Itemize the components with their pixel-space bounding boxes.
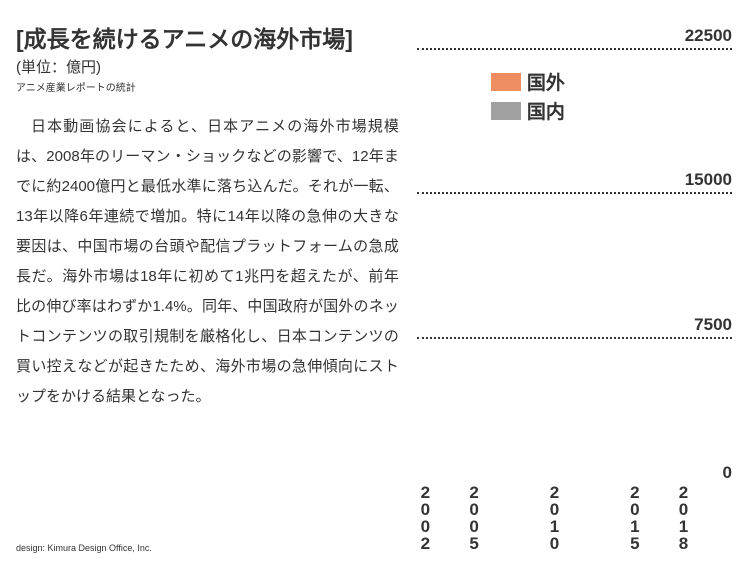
x-col [450,483,466,541]
x-label: 2010 [546,483,563,541]
gridline [417,48,732,50]
x-labels: 2002 2005 2010 2015 2018 [417,483,692,541]
design-credit: design: Kimura Design Office, Inc. [16,543,152,553]
gridline [417,192,732,194]
source-line: アニメ産業レポートの統計 [16,79,399,94]
legend-swatch-domestic [491,102,521,120]
x-label: 2015 [626,483,643,541]
legend-item-overseas: 国外 [491,68,565,95]
y-tick: 0 [684,463,732,483]
gridline [417,337,732,339]
legend-item-domestic: 国内 [491,97,565,124]
y-tick: 15000 [684,170,732,190]
chart-area: 0 7500 15000 22500 2002 2005 2010 2015 2018 [411,28,732,541]
legend-swatch-overseas [491,73,521,91]
x-col [595,483,611,541]
legend-label-domestic: 国内 [527,97,565,124]
x-label: 2018 [675,483,692,541]
x-col [659,483,675,541]
y-tick: 7500 [684,315,732,335]
subtitle-unit: (単位：億円) [16,56,399,77]
x-col [530,483,546,541]
x-col: 2015 [626,483,643,541]
x-col: 2018 [675,483,692,541]
x-col [514,483,530,541]
legend-label-overseas: 国外 [527,68,565,95]
x-label: 2005 [466,483,483,541]
x-col: 2010 [546,483,563,541]
x-col [498,483,514,541]
x-col [579,483,595,541]
x-col: 2005 [466,483,483,541]
legend: 国外 国内 [491,68,565,126]
x-col [610,483,626,541]
x-col: 2002 [417,483,434,541]
page-title: [成長を続けるアニメの海外市場] [16,20,399,54]
y-tick: 22500 [684,26,732,46]
body-text: 日本動画協会によると、日本アニメの海外市場規模は、2008年のリーマン・ショック… [16,112,399,412]
x-label: 2002 [417,483,434,541]
x-col [563,483,579,541]
x-col [434,483,450,541]
x-col [483,483,499,541]
x-col [643,483,659,541]
